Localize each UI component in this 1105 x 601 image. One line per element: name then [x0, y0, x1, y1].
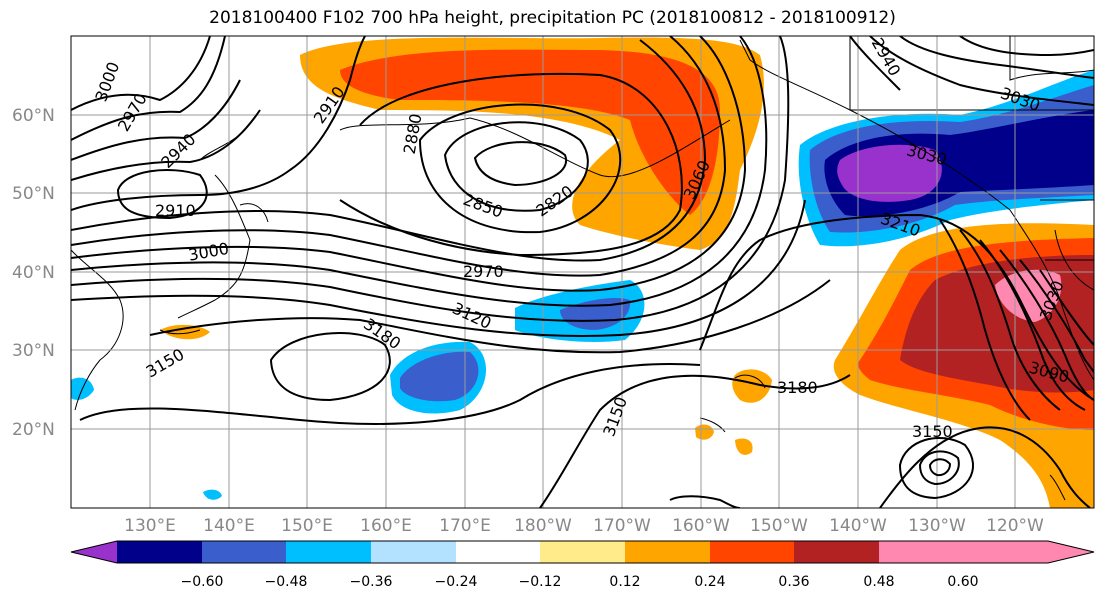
shade-blue-sw: [400, 351, 479, 402]
lon-label: 130°E: [124, 516, 176, 536]
lat-label: 20°N: [12, 420, 55, 440]
colorbar-tick: −0.36: [350, 574, 393, 590]
gridlines: [71, 36, 1094, 508]
colorbar-segment: [710, 541, 794, 563]
lon-label: 160°E: [360, 516, 412, 536]
longitude-labels: 130°E 140°E 150°E 160°E 170°E 180°W 170°…: [124, 516, 1044, 536]
shade-orange-small-1: [732, 369, 772, 403]
shade-cyan-small-2: [203, 489, 222, 500]
map-title: 2018100400 F102 700 hPa height, precipit…: [209, 8, 896, 28]
contour-label: 2910: [155, 201, 196, 220]
shade-red-north: [340, 49, 720, 216]
colorbar-tick: 0.48: [863, 574, 894, 590]
colorbar-extend-left: [71, 541, 117, 563]
colorbar-outline: [70, 540, 1095, 564]
lon-label: 140°E: [203, 516, 255, 536]
shade-orange-small-4: [160, 324, 210, 340]
contour-label: 3180: [777, 378, 818, 397]
shade-purple-ne: [837, 144, 942, 202]
colorbar-tick: −0.12: [519, 574, 562, 590]
colorbar-segment: [879, 541, 963, 563]
colorbar-tick: −0.48: [265, 574, 308, 590]
colorbar-tick: 0.12: [609, 574, 640, 590]
shade-orange-small-2: [695, 424, 714, 440]
latitude-labels: 60°N 50°N 40°N 30°N 20°N: [12, 106, 55, 440]
height-contours: [71, 36, 1094, 508]
colorbar-tick: −0.60: [181, 574, 224, 590]
colorbar-tick: −0.24: [435, 574, 478, 590]
lon-label: 160°W: [672, 516, 730, 536]
lon-label: 150°W: [750, 516, 808, 536]
contour-label: 3150: [912, 422, 953, 441]
lon-label: 170°W: [593, 516, 651, 536]
lon-label: 120°W: [986, 516, 1044, 536]
colorbar-segment: [286, 541, 371, 563]
colorbar-tick: 0.24: [694, 574, 725, 590]
lat-label: 60°N: [12, 106, 55, 126]
lon-label: 150°E: [281, 516, 333, 536]
colorbar-tick: 0.36: [778, 574, 809, 590]
lon-label: 180°W: [514, 516, 572, 536]
colorbar-segment: [371, 541, 456, 563]
lon-label: 130°W: [908, 516, 966, 536]
lon-label: 170°E: [439, 516, 491, 536]
contour-label: 2970: [463, 262, 504, 281]
colorbar-segment: [456, 541, 540, 563]
lon-label: 140°W: [829, 516, 887, 536]
colorbar-segment: [202, 541, 286, 563]
colorbar-segment: [540, 541, 625, 563]
shade-orange-small-3: [735, 438, 753, 455]
colorbar: −0.60 −0.48 −0.36 −0.24 −0.12 0.12 0.24 …: [70, 540, 1095, 590]
map-plot-area: 3000 2970 2940 2910 3000 2910 2880 2850 …: [71, 36, 1094, 508]
colorbar-segment: [794, 541, 879, 563]
colorbar-segment: [117, 541, 202, 563]
precip-negative-shading: [71, 70, 1094, 500]
colorbar-segment: [625, 541, 710, 563]
lat-label: 50°N: [12, 184, 55, 204]
colorbar-tick: 0.60: [947, 574, 978, 590]
precip-positive-shading: [160, 37, 1094, 508]
plot-frame: [70, 35, 1095, 509]
lat-label: 40°N: [12, 263, 55, 283]
lat-label: 30°N: [12, 341, 55, 361]
